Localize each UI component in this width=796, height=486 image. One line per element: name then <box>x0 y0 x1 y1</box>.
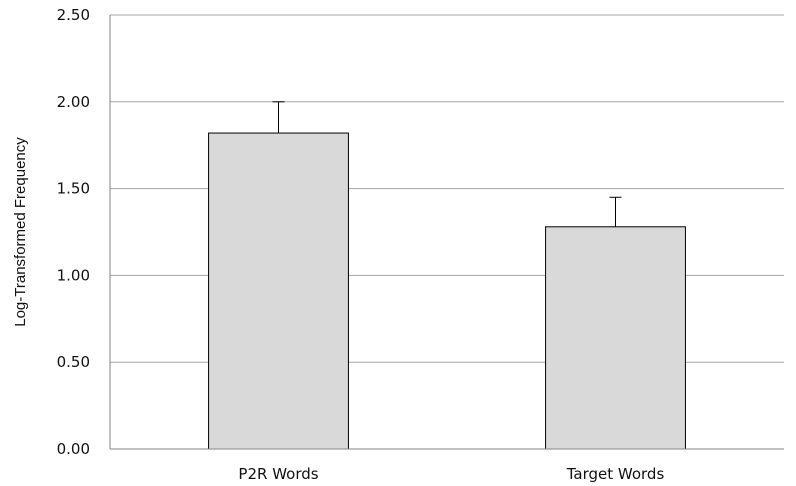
x-category-labels: P2R Words Target Words <box>238 465 664 483</box>
error-bars <box>272 101 622 227</box>
y-tick-label: 0.50 <box>57 353 90 371</box>
y-tick-label: 2.00 <box>57 93 90 111</box>
bar <box>208 132 349 450</box>
x-category-label: Target Words <box>566 465 665 483</box>
y-tick-label: 1.50 <box>57 180 90 198</box>
bars <box>208 132 686 450</box>
y-tick-label: 2.50 <box>57 6 90 24</box>
axes <box>109 15 784 450</box>
y-tick-label: 1.00 <box>57 266 90 284</box>
y-tick-labels: 0.00 0.50 1.00 1.50 2.00 2.50 <box>57 6 90 458</box>
x-category-label: P2R Words <box>238 465 318 483</box>
bar <box>545 226 686 450</box>
y-tick-label: 0.00 <box>57 440 90 458</box>
y-axis-title: Log-Transformed Frequency <box>12 137 29 327</box>
